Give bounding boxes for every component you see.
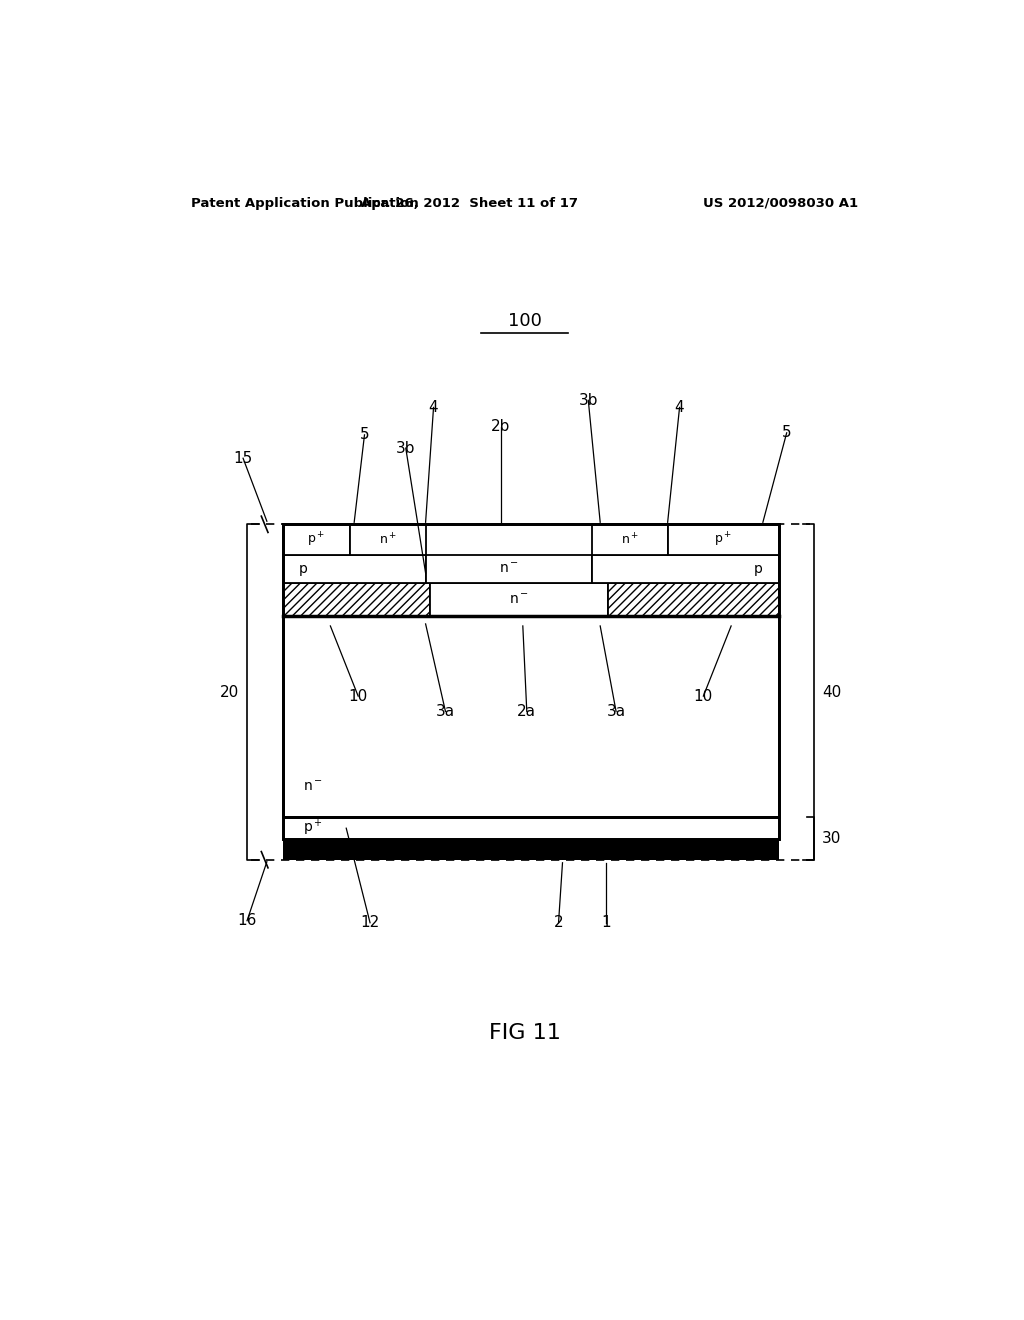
Text: FIG 11: FIG 11	[488, 1023, 561, 1043]
Text: Patent Application Publication: Patent Application Publication	[191, 197, 419, 210]
Bar	[350, 524, 426, 554]
Bar	[592, 554, 778, 583]
Text: 4: 4	[675, 400, 684, 414]
Text: 4: 4	[429, 400, 438, 414]
Text: 100: 100	[508, 312, 542, 330]
Text: 3a: 3a	[606, 704, 626, 719]
Bar	[283, 817, 778, 840]
Bar	[430, 583, 608, 616]
Text: $\mathregular{p^+}$: $\mathregular{p^+}$	[303, 818, 323, 838]
Bar	[592, 524, 668, 554]
Text: 5: 5	[782, 425, 792, 441]
Text: Apr. 26, 2012  Sheet 11 of 17: Apr. 26, 2012 Sheet 11 of 17	[360, 197, 578, 210]
Text: $\mathregular{p^+}$: $\mathregular{p^+}$	[307, 531, 326, 549]
Text: 30: 30	[822, 830, 842, 846]
Bar	[283, 840, 778, 859]
Bar	[283, 524, 350, 554]
Text: $\mathregular{n^+}$: $\mathregular{n^+}$	[621, 532, 639, 548]
Text: 3b: 3b	[579, 393, 598, 408]
Text: $\mathregular{n^-}$: $\mathregular{n^-}$	[499, 562, 519, 576]
Text: 5: 5	[359, 428, 370, 442]
Text: 10: 10	[693, 689, 713, 704]
Text: p: p	[299, 562, 307, 576]
Text: 3a: 3a	[436, 704, 455, 719]
Text: 2: 2	[554, 915, 563, 931]
Text: $\mathregular{n^-}$: $\mathregular{n^-}$	[509, 593, 528, 606]
Text: 1: 1	[601, 915, 611, 931]
Text: $\mathregular{n^-}$: $\mathregular{n^-}$	[303, 780, 323, 793]
Text: 16: 16	[238, 913, 257, 928]
Text: 10: 10	[348, 689, 368, 704]
Bar	[283, 616, 778, 817]
Text: 20: 20	[220, 685, 240, 700]
Text: 40: 40	[822, 685, 842, 700]
Text: 2b: 2b	[492, 420, 511, 434]
Text: 2a: 2a	[517, 704, 537, 719]
Text: 15: 15	[233, 450, 253, 466]
Bar	[283, 817, 778, 840]
Bar	[426, 554, 592, 583]
Text: $\mathregular{n^+}$: $\mathregular{n^+}$	[379, 532, 397, 548]
Bar	[283, 524, 778, 817]
Text: p: p	[754, 562, 763, 576]
Text: 12: 12	[360, 915, 380, 931]
Text: 3b: 3b	[396, 441, 416, 455]
Bar	[283, 583, 430, 616]
Bar	[283, 524, 778, 616]
Text: $\mathregular{p^+}$: $\mathregular{p^+}$	[714, 531, 732, 549]
Bar	[283, 616, 778, 817]
Bar	[283, 554, 426, 583]
Bar	[608, 583, 778, 616]
Bar	[668, 524, 778, 554]
Text: US 2012/0098030 A1: US 2012/0098030 A1	[703, 197, 858, 210]
